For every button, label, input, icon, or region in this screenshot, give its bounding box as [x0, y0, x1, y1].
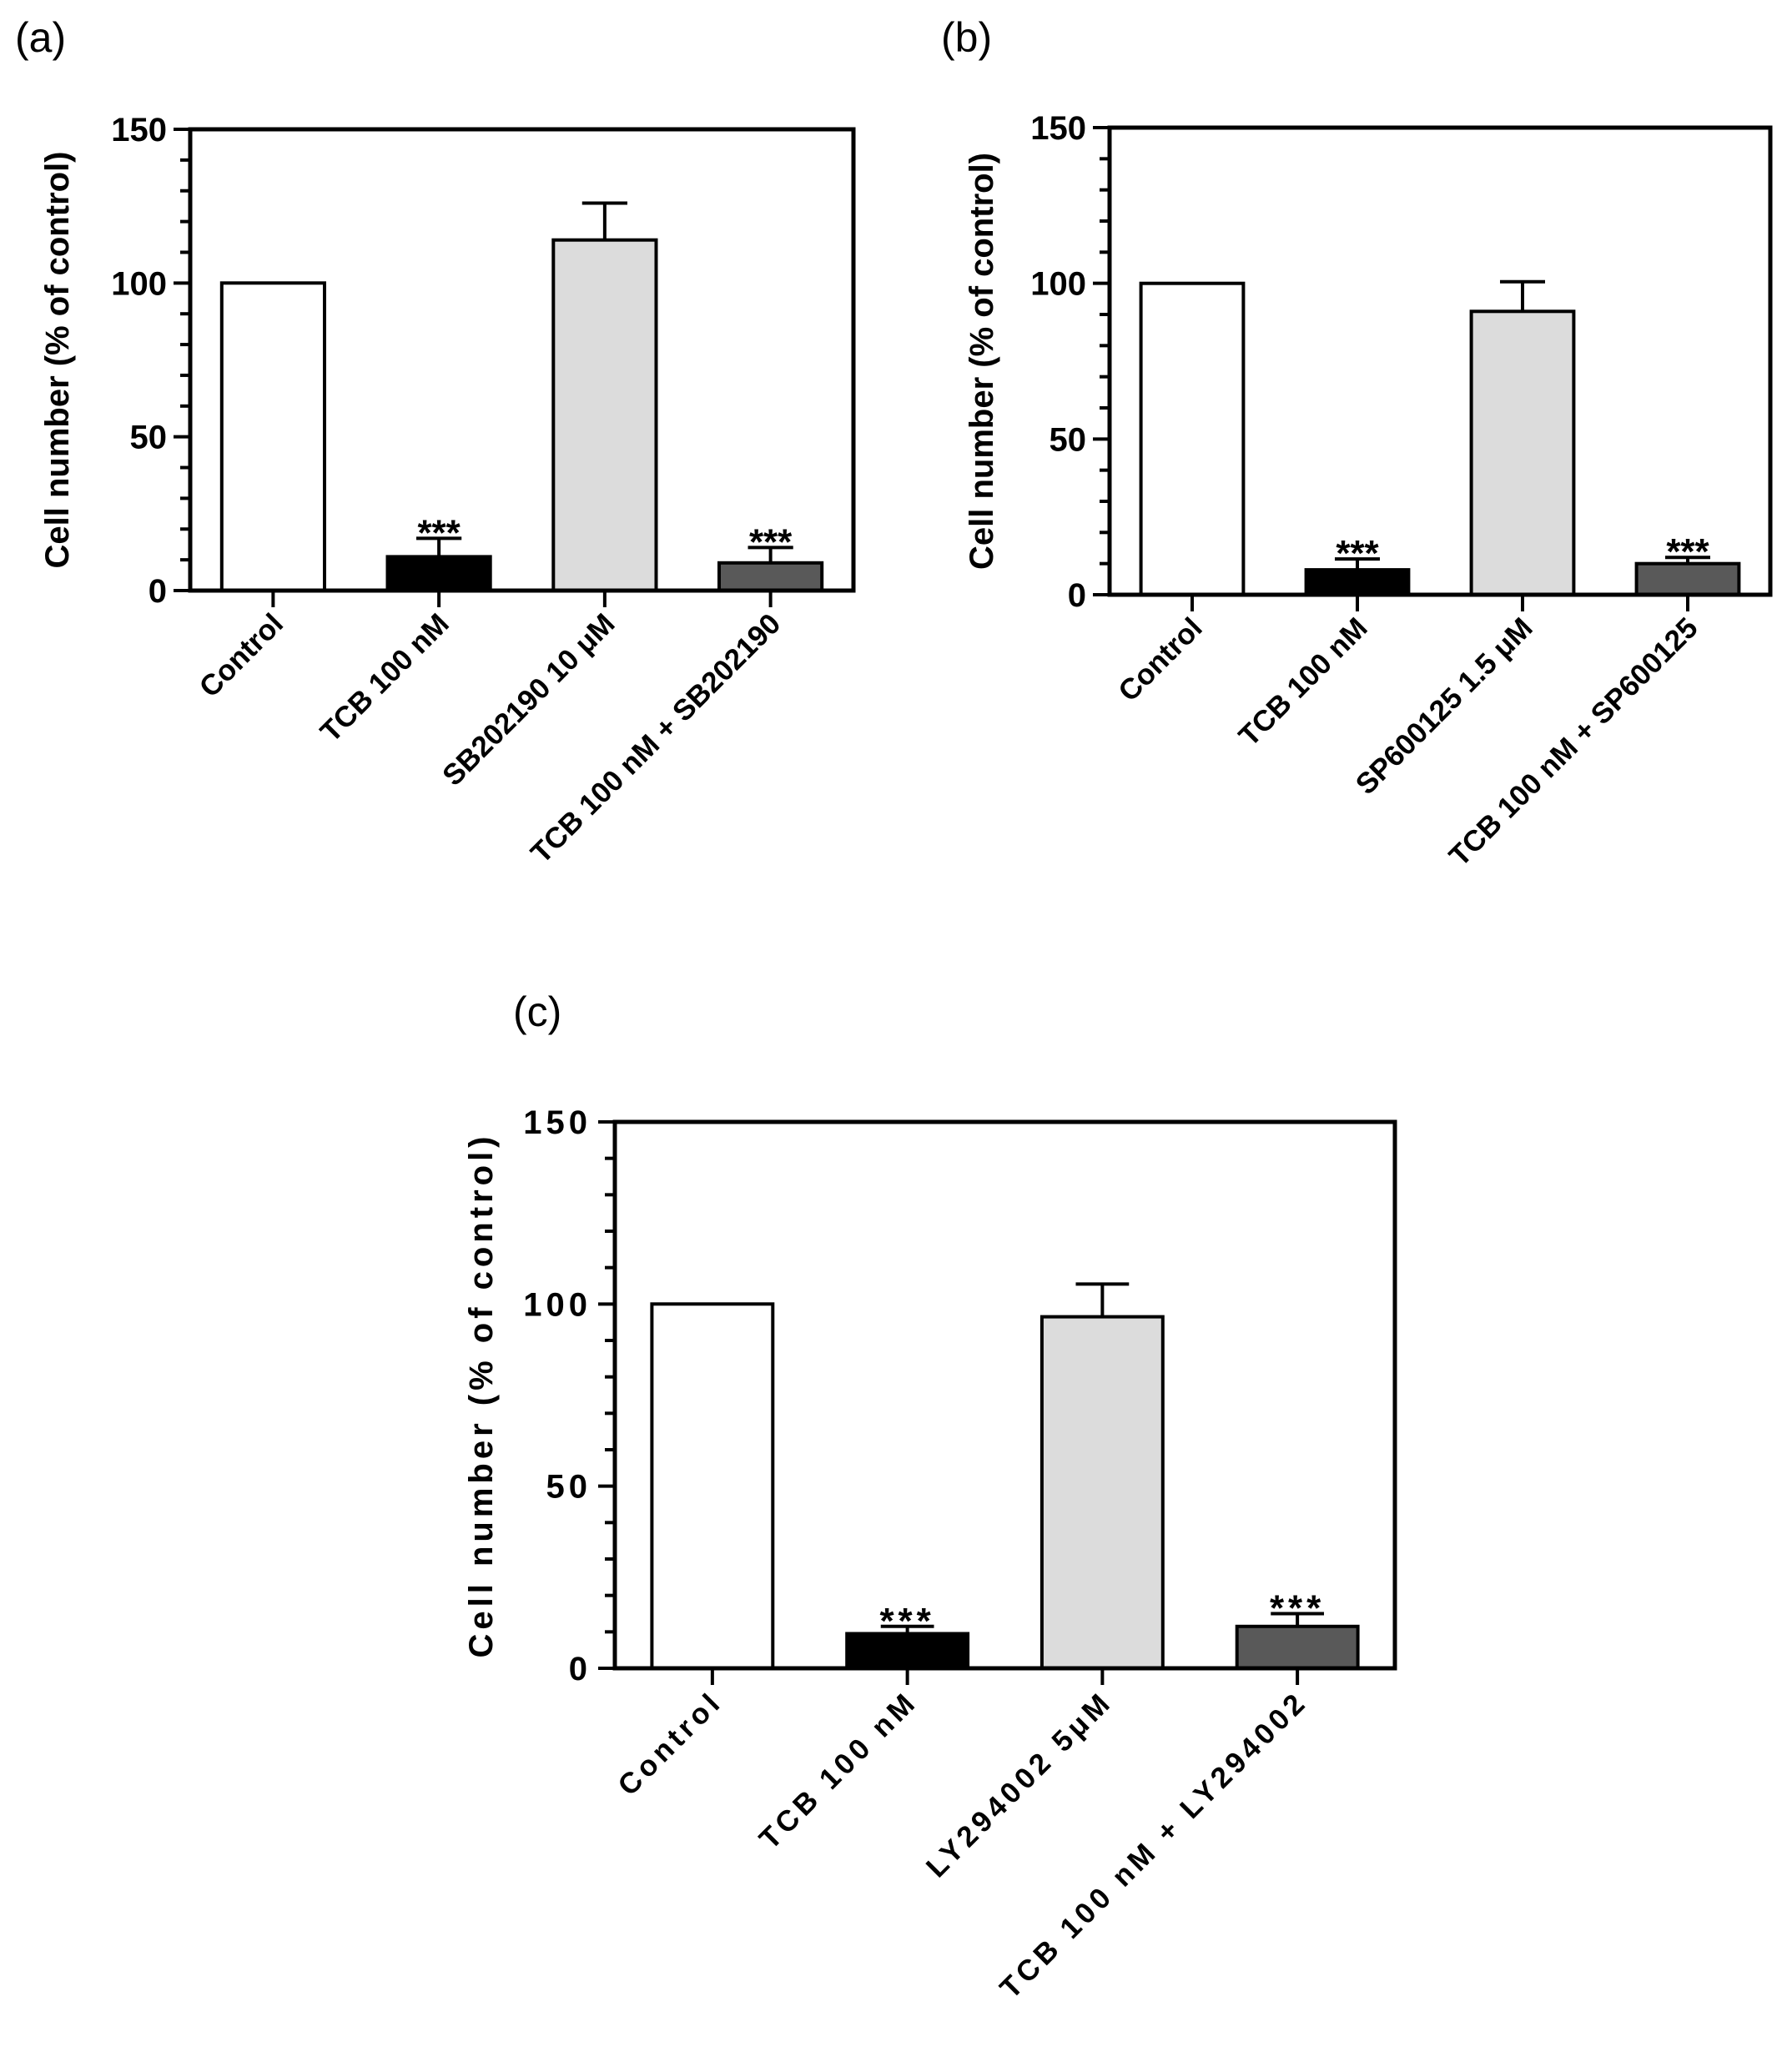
- chart-panel-b: (b) *** *** 0 50 100 150 Cell number (% of cont…: [941, 14, 1773, 873]
- plot-frame: [612, 1119, 1397, 1671]
- y-tick-label: 0: [569, 1651, 591, 1687]
- y-tick-label: 100: [1030, 266, 1086, 303]
- y-tick-label: 0: [148, 573, 167, 610]
- bar-3: [551, 238, 658, 592]
- x-category-label: SP600125 1.5 μM: [1350, 611, 1539, 801]
- x-category-label: LY294002 5μM: [920, 1685, 1119, 1883]
- bar-3: [1469, 309, 1576, 596]
- significance-label: ***: [1336, 533, 1379, 574]
- bar-1: [650, 1302, 775, 1671]
- x-category-label: TCB 100 nM + LY294002: [994, 1685, 1314, 2005]
- y-axis-title: Cell number (% of control): [463, 1133, 500, 1658]
- bar-2: [1304, 568, 1411, 596]
- significance-label: ***: [749, 521, 793, 562]
- y-tick-label: 50: [1050, 421, 1087, 458]
- y-tick-label: 50: [546, 1469, 592, 1506]
- bar-3: [1039, 1315, 1165, 1670]
- significance-label: ***: [1666, 531, 1709, 572]
- x-category-label: Control: [612, 1685, 728, 1802]
- bar-4: [1235, 1624, 1360, 1671]
- significance-label: ***: [879, 1601, 934, 1642]
- significance-label: ***: [1270, 1588, 1325, 1629]
- y-tick-label: 150: [1030, 110, 1086, 147]
- bar-2: [385, 555, 492, 593]
- y-tick-label: 150: [523, 1104, 591, 1141]
- bar-1: [1139, 281, 1246, 596]
- bar-2: [845, 1632, 970, 1670]
- x-category-label: TCB 100 nM: [753, 1685, 924, 1856]
- y-tick-label: 50: [130, 420, 168, 456]
- chart-panel-a: (a) *** *** 0 50 100 150 Cell number (% of cont…: [15, 14, 856, 869]
- y-tick-label: 100: [523, 1286, 591, 1323]
- plot-frame: [188, 127, 856, 593]
- x-category-label: SB202190 10 μM: [436, 607, 622, 792]
- significance-label: ***: [417, 512, 461, 553]
- bar-4: [717, 561, 824, 592]
- plot-frame: [1107, 125, 1773, 597]
- y-axis-title: Cell number (% of control): [39, 152, 76, 569]
- x-category-label: TCB 100 nM: [315, 607, 456, 748]
- chart-panel-c: (c) *** *** 0 50 100 150 Cell number (% of cont…: [463, 988, 1397, 2005]
- bar-1: [219, 281, 326, 592]
- x-category-label: Control: [193, 607, 289, 704]
- y-tick-label: 150: [111, 112, 167, 148]
- x-category-label: Control: [1112, 611, 1209, 708]
- y-axis-title: Cell number (% of control): [964, 153, 1000, 570]
- panel-label: (c): [513, 988, 561, 1035]
- y-tick-label: 0: [1068, 577, 1086, 614]
- panel-label: (a): [15, 14, 66, 61]
- x-category-label: TCB 100 nM: [1232, 611, 1373, 752]
- y-tick-label: 100: [111, 265, 167, 302]
- panel-label: (b): [941, 14, 992, 61]
